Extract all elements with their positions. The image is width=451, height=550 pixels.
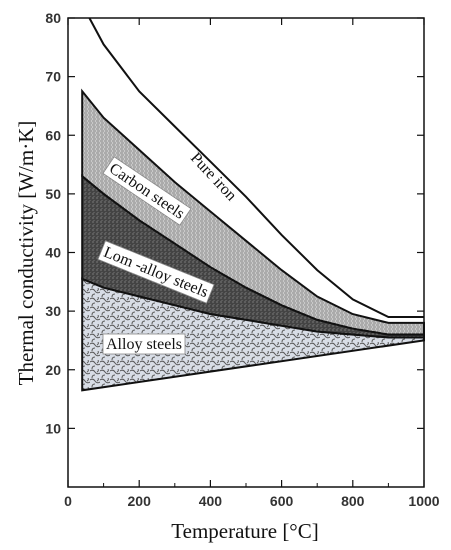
low-alloy-steels-label-box xyxy=(97,240,215,304)
carbon-steels-label-box xyxy=(102,156,192,226)
chart-curves xyxy=(88,17,424,318)
pure-iron-line xyxy=(88,17,424,318)
y-tick-label: 50 xyxy=(45,186,61,202)
alloy-steels-label: Alloy steels xyxy=(102,333,186,355)
y-ticks: 10 20 30 40 50 60 70 80 xyxy=(45,10,424,436)
x-tick-label: 200 xyxy=(128,493,152,509)
x-tick-label: 800 xyxy=(341,493,365,509)
y-tick-label: 10 xyxy=(45,420,61,436)
alloy-steels-label-box xyxy=(102,333,186,355)
x-ticks: 0 200 400 600 800 1000 xyxy=(64,18,440,509)
pure-iron-label: Pure iron xyxy=(187,150,240,205)
y-axis-title: Thermal conductivity [W/m·K] xyxy=(14,121,38,386)
y-tick-label: 30 xyxy=(45,303,61,319)
x-axis-title: Temperature [°C] xyxy=(171,519,318,543)
y-tick-label: 80 xyxy=(45,10,61,26)
x-tick-label: 0 xyxy=(64,493,72,509)
x-tick-label: 1000 xyxy=(408,493,439,509)
x-tick-label: 600 xyxy=(270,493,294,509)
y-tick-label: 20 xyxy=(45,362,61,378)
y-tick-label: 40 xyxy=(45,245,61,261)
alloy-steels-label-text: Alloy steels xyxy=(106,336,182,353)
y-tick-label: 70 xyxy=(45,69,61,85)
x-tick-label: 400 xyxy=(199,493,223,509)
y-tick-label: 60 xyxy=(45,127,61,143)
